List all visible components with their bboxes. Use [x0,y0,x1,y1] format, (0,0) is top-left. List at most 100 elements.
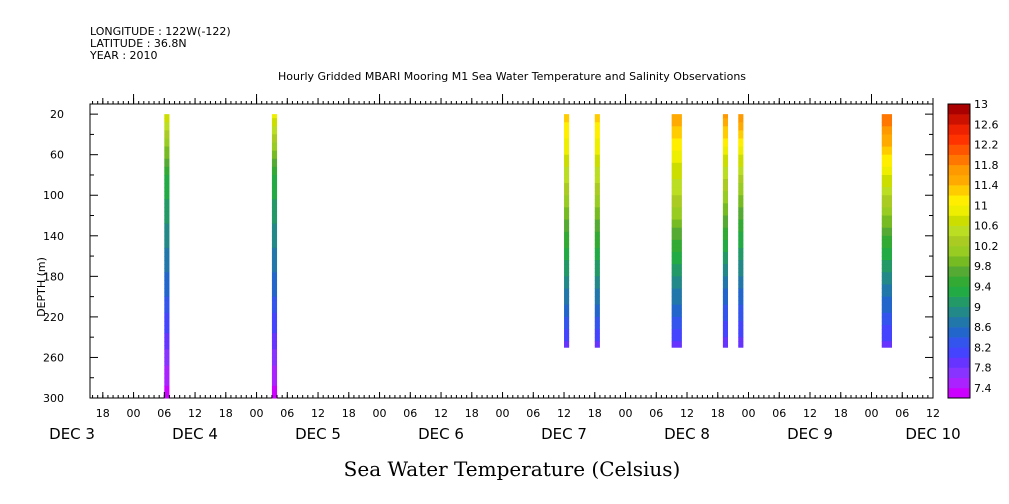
temperature-cell [164,122,170,127]
temperature-cell [164,227,170,233]
temperature-cell [164,187,170,192]
temperature-cell [881,162,893,168]
temperature-cell [271,349,278,354]
temperature-cell [738,138,744,143]
temperature-cell [164,118,170,123]
temperature-cell [271,130,278,135]
temperature-cell [881,150,893,156]
temperature-cell [594,154,600,160]
temperature-cell [671,308,682,314]
temperature-cell [164,243,170,249]
y-tick-label: 180 [43,270,64,283]
temperature-cell [671,179,682,184]
temperature-cell [671,337,682,342]
temperature-cell [271,150,278,156]
temperature-cell [738,223,744,229]
temperature-cell [164,142,170,147]
temperature-cell [564,179,570,184]
temperature-cell [594,199,600,204]
colorbar-swatch [948,387,970,399]
colorbar-tick-label: 11 [974,199,988,212]
temperature-cell [881,235,893,241]
temperature-cell [722,308,729,314]
temperature-cell [271,231,278,237]
temperature-cell [594,304,600,310]
temperature-cell [881,316,893,322]
temperature-cell [594,337,600,342]
colorbar-tick-label: 11.4 [974,179,999,192]
temperature-cell [164,166,170,172]
temperature-cell [164,260,170,265]
temperature-cell [164,272,170,277]
temperature-cell [671,219,682,225]
temperature-cell [164,215,170,220]
temperature-cell [271,207,278,212]
temperature-cell [881,179,893,184]
colorbar-swatch [948,245,970,257]
temperature-cell [164,337,170,342]
temperature-cell [564,162,570,168]
temperature-cell [671,146,682,152]
x-tick-label: 18 [465,407,479,420]
temperature-cell [722,142,729,147]
colorbar-swatch [948,306,970,318]
temperature-cell [881,300,893,306]
temperature-cell [271,142,278,147]
x-tick-label: 12 [680,407,694,420]
temperature-cell [164,349,170,354]
temperature-cell [564,174,570,180]
colorbar-tick-label: 7.4 [974,382,992,395]
temperature-cell [671,288,682,293]
temperature-cell [271,235,278,241]
temperature-cell [271,138,278,143]
day-label: DEC 10 [905,425,960,443]
temperature-cell [671,150,682,156]
temperature-cell [671,170,682,176]
temperature-cell [671,227,682,233]
temperature-cell [671,138,682,143]
temperature-cell [722,187,729,192]
temperature-cell [594,280,600,285]
temperature-cell [738,199,744,204]
temperature-cell [564,320,570,326]
x-tick-label: 00 [619,407,633,420]
temperature-cell [671,174,682,180]
temperature-cell [722,227,729,233]
colorbar-swatch [948,266,970,277]
temperature-cell [594,179,600,184]
temperature-cell [164,361,170,366]
temperature-cell [671,211,682,216]
temperature-cell [271,219,278,225]
colorbar-swatch [948,215,970,226]
temperature-cell [881,122,893,127]
temperature-cell [564,170,570,176]
temperature-cell [881,158,893,164]
temperature-cell [881,146,893,152]
temperature-cell [671,158,682,164]
temperature-cell [722,284,729,289]
temperature-cell [722,199,729,204]
temperature-cell [722,203,729,208]
profile-column [271,114,278,399]
temperature-cell [671,203,682,208]
temperature-cell [564,288,570,293]
temperature-cell [594,170,600,176]
temperature-cell [564,223,570,229]
temperature-cell [881,130,893,135]
temperature-cell [722,170,729,176]
temperature-cell [881,239,893,245]
temperature-cell [722,345,729,348]
temperature-cell [722,276,729,281]
temperature-cell [564,329,570,334]
temperature-cell [881,211,893,216]
x-tick-label: 06 [280,407,294,420]
profile-column [594,114,600,348]
temperature-cell [671,320,682,326]
temperature-cell [564,235,570,241]
temperature-cell [164,357,170,362]
temperature-cell [271,353,278,358]
x-tick-label: 12 [188,407,202,420]
temperature-cell [738,211,744,216]
temperature-cell [722,158,729,164]
temperature-cell [738,126,744,131]
